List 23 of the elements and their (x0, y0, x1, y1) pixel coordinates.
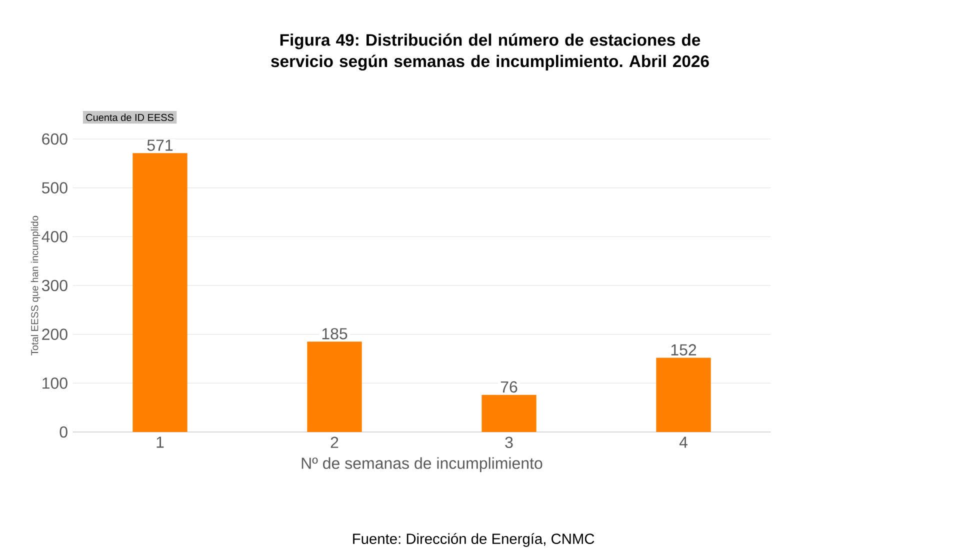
x-tick-label: 1 (156, 436, 164, 448)
y-tick-label: 100 (42, 378, 68, 389)
x-tick-label: 2 (330, 436, 338, 448)
x-tick-label: 4 (679, 436, 688, 448)
y-tick-label: 500 (42, 182, 68, 194)
bar (482, 394, 536, 432)
y-tick-label: 0 (60, 426, 68, 438)
chart-title: Figura 49: Distribución del número de estaciones de servicio según semanas de incumplimiento. Abril 2026 (271, 33, 709, 71)
y-tick-label: 300 (42, 280, 68, 292)
y-tick-label: 200 (42, 328, 68, 340)
source-note: Fuente: Dirección de Energía, CNMC (353, 533, 594, 547)
bar (132, 153, 188, 432)
text: Cuenta de ID EESS (86, 114, 174, 122)
data-label: 571 (147, 140, 173, 151)
x-tick-label: 3 (505, 436, 513, 448)
x-axis-title: Nº de semanas de incumplimiento (302, 457, 542, 472)
bar (307, 342, 362, 432)
y-tick-label: 400 (42, 231, 68, 242)
data-label: 152 (671, 344, 696, 356)
data-label: 76 (500, 381, 518, 393)
y-tick-label: 600 (42, 133, 68, 145)
data-label: 185 (322, 328, 348, 340)
y-axis-title: Total EESS que han incumplido (30, 216, 40, 356)
